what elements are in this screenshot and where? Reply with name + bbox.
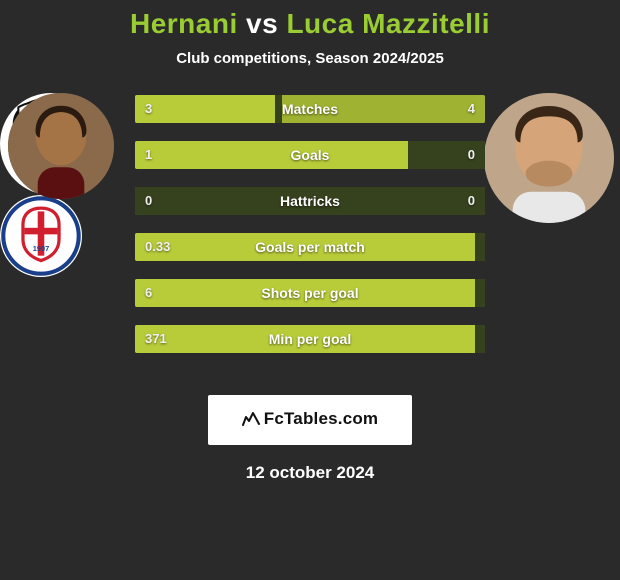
stat-row: 00Hattricks (135, 187, 485, 215)
player1-avatar (8, 93, 114, 199)
brand-badge: FcTables.com (208, 395, 413, 445)
page-title: Hernani vs Luca Mazzitelli (0, 8, 620, 40)
title-vs: vs (246, 8, 278, 39)
stat-label: Goals (135, 141, 485, 169)
stat-row: 10Goals (135, 141, 485, 169)
footer: FcTables.com 12 october 2024 (0, 395, 620, 483)
content-area: PARMA CALCIO 1907 34Matches10Goals00Hatt… (0, 93, 620, 383)
brand-logo-icon (242, 410, 260, 431)
comparison-card: Hernani vs Luca Mazzitelli Club competit… (0, 0, 620, 580)
player2-avatar-svg (484, 93, 614, 223)
stat-row: 6Shots per goal (135, 279, 485, 307)
title-player1: Hernani (130, 8, 238, 39)
stats-bars: 34Matches 10Goals 00Hattricks 0.33Goals per… (135, 95, 485, 371)
stat-row: 0.33Goals per match (135, 233, 485, 261)
title-player2: Luca Mazzitelli (286, 8, 490, 39)
player2-club-badge: 1907 (0, 195, 82, 277)
stat-label: Goals per match (135, 233, 485, 261)
stat-label: Hattricks (135, 187, 485, 215)
como-year: 1907 (33, 244, 49, 253)
player2-avatar (484, 93, 614, 223)
stat-row: 34Matches (135, 95, 485, 123)
como-badge-svg: 1907 (0, 195, 82, 277)
stat-row: 371Min per goal (135, 325, 485, 353)
footer-date: 12 october 2024 (0, 463, 620, 483)
subtitle: Club competitions, Season 2024/2025 (0, 50, 620, 67)
stat-label: Min per goal (135, 325, 485, 353)
player1-avatar-svg (8, 93, 114, 199)
stat-label: Matches (135, 95, 485, 123)
brand-text: FcTables.com (264, 409, 379, 428)
stat-label: Shots per goal (135, 279, 485, 307)
